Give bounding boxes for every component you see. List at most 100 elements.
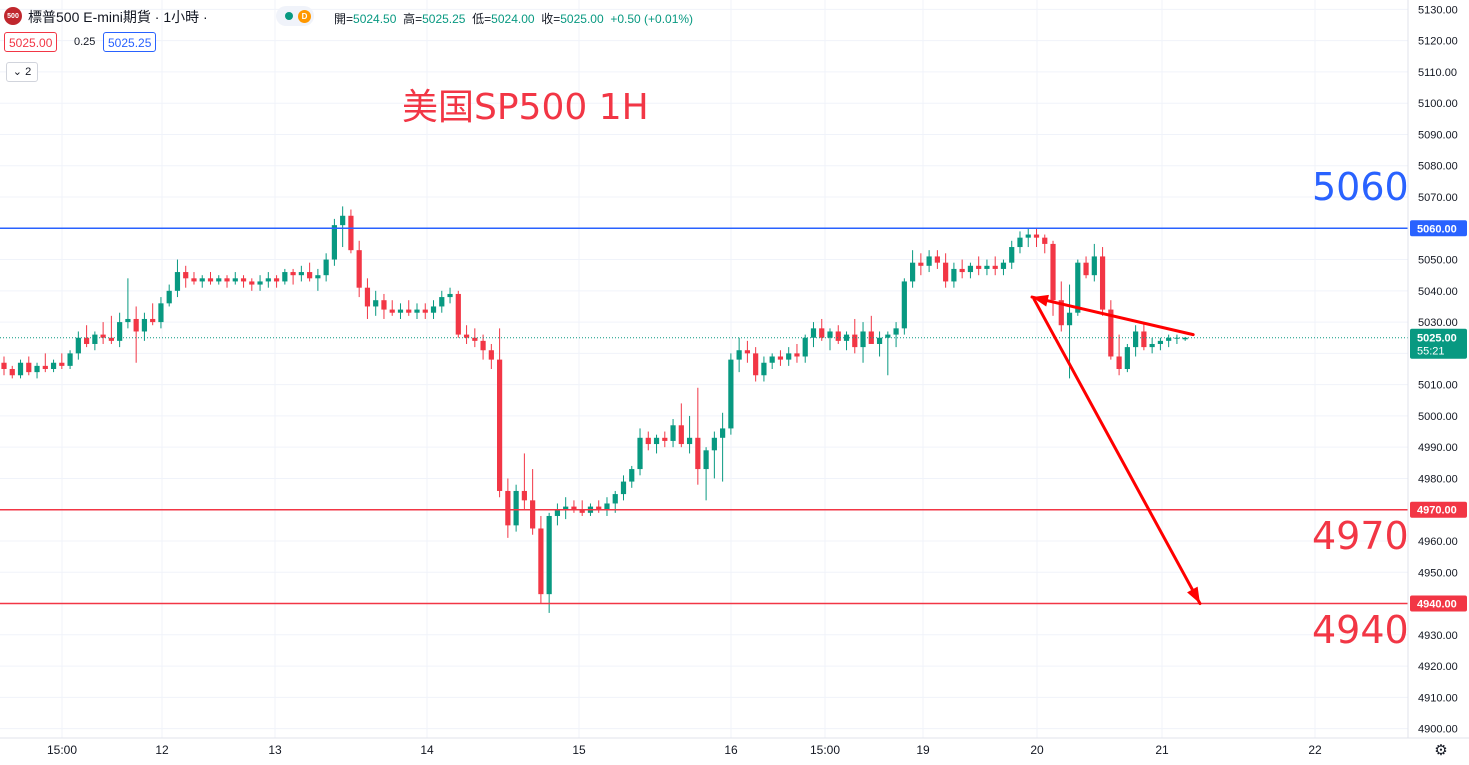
candle-body	[84, 337, 90, 344]
candle-body	[497, 359, 503, 491]
candle-body	[1017, 237, 1023, 248]
annotation-level-5060[interactable]: 5060	[1312, 165, 1409, 209]
indicators-count: 2	[25, 66, 32, 78]
candle-body	[364, 287, 371, 307]
price-tick-label: 5070.00	[1418, 192, 1458, 204]
candle-body	[753, 353, 759, 376]
candle-body	[1182, 337, 1188, 340]
candle-body	[1141, 331, 1147, 348]
annotation-level-4970[interactable]: 4970	[1312, 514, 1409, 558]
candle-body	[992, 265, 998, 269]
candle-body	[744, 350, 750, 354]
candle-body	[50, 362, 57, 369]
candle-body	[967, 265, 974, 273]
candle-body	[926, 256, 932, 266]
candle-body	[670, 425, 676, 441]
last-price-tag	[1410, 328, 1467, 359]
candle-body	[1066, 312, 1073, 326]
indicators-toggle-button[interactable]: ⌄ 2	[6, 62, 38, 82]
candle-body	[943, 262, 949, 282]
ohlc-high-label: 高=	[403, 12, 423, 26]
price-tick-label: 4900.00	[1418, 724, 1458, 736]
candle-body	[876, 337, 883, 344]
candle-body	[761, 362, 767, 376]
symbol-title[interactable]: 標普500 E-mini期貨 · 1小時 ·	[28, 9, 208, 25]
candle-body	[703, 450, 709, 470]
candle-body	[695, 437, 701, 470]
buy-price-button[interactable]: 5025.25	[103, 32, 157, 52]
candle-body	[315, 275, 321, 279]
candle-body	[1166, 337, 1172, 341]
candle-body	[257, 281, 263, 285]
price-tick-label: 5030.00	[1418, 317, 1458, 329]
candle-body	[538, 528, 544, 595]
price-tick-label: 4950.00	[1418, 567, 1458, 579]
candle-body	[678, 425, 684, 445]
candle-body	[356, 250, 362, 288]
candle-body	[26, 362, 32, 373]
candle-body	[951, 268, 957, 282]
candle-body	[298, 272, 304, 276]
candle-body	[885, 334, 891, 338]
price-tick-label: 5050.00	[1418, 255, 1458, 267]
candle-body	[794, 353, 800, 357]
arrow-head	[1032, 294, 1049, 307]
level-price-tag	[1410, 220, 1467, 237]
candle-body	[868, 331, 874, 344]
candle-body	[1042, 237, 1048, 244]
candle-body	[579, 509, 585, 513]
candle-body	[191, 278, 197, 282]
time-tick-label: 13	[268, 743, 282, 757]
candle-body	[455, 293, 461, 335]
ohlc-close-value: 5025.00	[560, 12, 604, 26]
price-tick-label: 5120.00	[1418, 36, 1458, 48]
candle-body	[1149, 343, 1155, 348]
chart-settings-icon[interactable]: ⚙	[1434, 742, 1448, 759]
candle-body	[786, 353, 792, 360]
candle-body	[199, 278, 205, 282]
candle-body	[686, 437, 693, 445]
price-tick-label: 5110.00	[1418, 67, 1457, 79]
symbol-logo[interactable]: 500	[4, 7, 22, 25]
candle-body	[447, 293, 453, 298]
candle-body	[340, 215, 346, 226]
price-tick-label: 4910.00	[1418, 692, 1458, 704]
sell-price-button[interactable]: 5025.00	[4, 32, 58, 52]
candle-body	[769, 356, 775, 363]
time-axis: 15:00 12 13 14 15 16 15:00 19 20 21 22	[0, 737, 1469, 765]
forecast-up-segment	[1030, 295, 1195, 337]
candle-body	[331, 225, 337, 260]
candle-body	[720, 428, 726, 438]
price-levels	[0, 227, 1408, 605]
candle-body	[1058, 300, 1064, 326]
candle-body	[273, 278, 280, 282]
annotation-level-4940[interactable]: 4940	[1312, 608, 1409, 652]
time-tick-label: 15	[572, 743, 586, 757]
countdown-label: 55:21	[1417, 346, 1445, 358]
candle-body	[860, 331, 866, 348]
candle-body	[348, 215, 354, 251]
time-tick-label: 21	[1155, 743, 1169, 757]
candle-body	[901, 281, 907, 329]
price-axis: 5130.00 5120.00 5110.00 5100.00 5090.00 5080.…	[1407, 0, 1469, 765]
arrow-head	[1187, 586, 1200, 604]
candle-body	[571, 506, 577, 510]
price-tick-label: 5080.00	[1418, 161, 1458, 173]
price-tick-label: 4980.00	[1418, 473, 1458, 485]
candle-body	[389, 309, 395, 313]
candle-body	[810, 328, 817, 338]
market-status[interactable]: D	[276, 6, 314, 26]
candle-body	[9, 369, 15, 376]
time-tick-label: 14	[420, 743, 434, 757]
price-tick-label: 4960.00	[1418, 536, 1458, 548]
chart-annotation-title[interactable]: 美国SP500 1H	[402, 87, 649, 128]
candle-body	[918, 262, 924, 266]
candle-body	[802, 337, 808, 357]
candle-body	[620, 481, 627, 495]
level-price-tag	[1410, 595, 1467, 612]
candle-body	[430, 306, 437, 313]
candle-body	[835, 331, 841, 341]
candle-body	[75, 337, 81, 354]
candle-body	[323, 259, 329, 276]
